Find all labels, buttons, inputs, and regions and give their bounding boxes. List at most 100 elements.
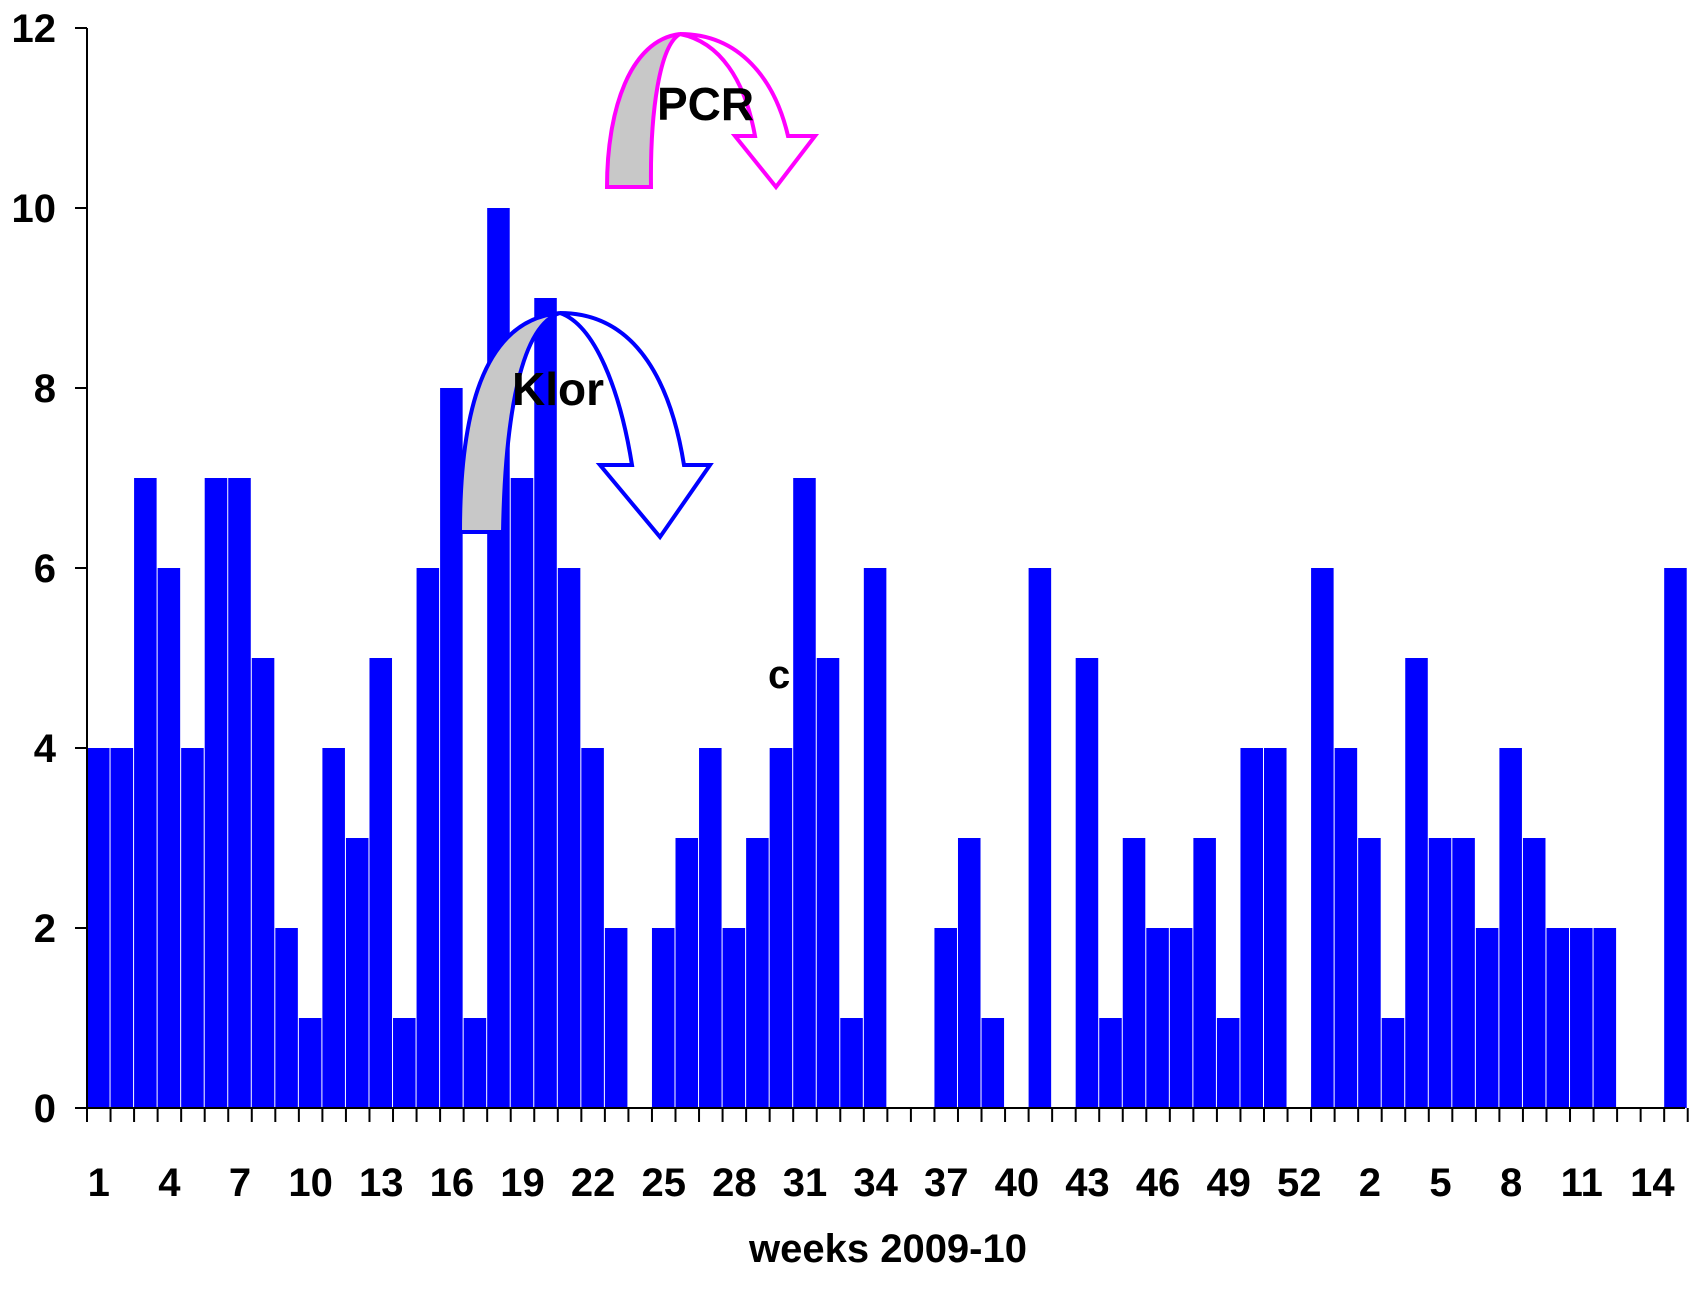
y-tick-label: 8 <box>34 367 56 411</box>
x-tick-label: 13 <box>359 1161 404 1205</box>
bar-week-4-3 <box>157 568 181 1108</box>
x-tick-label: 5 <box>1429 1161 1451 1205</box>
bar-week-8-59 <box>1475 928 1499 1108</box>
bar-week-46-45 <box>1146 928 1169 1108</box>
klor-label: Klor <box>512 363 604 415</box>
x-tick-label: 31 <box>783 1161 828 1205</box>
y-tick-label: 12 <box>12 7 57 51</box>
bar-week-51-50 <box>1264 748 1287 1108</box>
bar-week-10-61 <box>1522 838 1546 1108</box>
bar-week-9-60 <box>1499 748 1522 1108</box>
bar-week-2-1 <box>110 748 134 1108</box>
bar-week-47-46 <box>1169 928 1193 1108</box>
x-tick-label: 7 <box>229 1161 251 1205</box>
klor-arrow-outline <box>559 311 714 541</box>
x-tick-label: 16 <box>430 1161 475 1205</box>
x-tick-label: 11 <box>1561 1161 1603 1205</box>
bar-week-37-36 <box>934 928 957 1108</box>
bar-week-32-31 <box>816 658 840 1108</box>
bar-week-15-14 <box>416 568 440 1108</box>
bar-week-4-55 <box>1381 1018 1405 1108</box>
bar-week-19-18 <box>510 478 534 1108</box>
bar-week-20-19 <box>534 298 557 1108</box>
bar-week-23-22 <box>604 928 628 1108</box>
x-tick-label: 19 <box>500 1161 545 1205</box>
x-tick-label: 46 <box>1136 1161 1181 1205</box>
x-tick-label: 14 <box>1630 1161 1675 1205</box>
bar-week-5-56 <box>1405 658 1428 1108</box>
bar-week-5-4 <box>181 748 204 1108</box>
bar-series <box>87 208 1687 1108</box>
bar-week-16-15 <box>440 388 463 1108</box>
bar-week-7-6 <box>228 478 251 1108</box>
bar-week-12-63 <box>1570 928 1593 1108</box>
bar-week-44-43 <box>1099 1018 1122 1108</box>
x-tick-label: 8 <box>1500 1161 1522 1205</box>
y-tick-label: 4 <box>34 727 57 771</box>
bar-week-9-8 <box>275 928 298 1108</box>
klor-arrow: Klor <box>457 311 714 541</box>
bar-week-22-21 <box>581 748 604 1108</box>
bar-week-25-24 <box>651 928 675 1108</box>
klor-arrow-shaft <box>457 311 561 534</box>
y-tick-label: 2 <box>34 907 56 951</box>
bar-week-43-42 <box>1075 658 1099 1108</box>
bar-week-3-54 <box>1358 838 1381 1108</box>
x-tick-label: 49 <box>1206 1161 1251 1205</box>
bar-week-27-26 <box>699 748 722 1108</box>
bar-week-50-49 <box>1240 748 1263 1108</box>
x-tick-label: 40 <box>995 1161 1040 1205</box>
bar-week-2-53 <box>1334 748 1358 1108</box>
y-axis-ticks: 0 2 4 6 8 10 12 <box>12 7 87 1131</box>
bar-week-8-7 <box>251 658 275 1108</box>
axes <box>86 28 1689 1122</box>
x-tick-label: 43 <box>1065 1161 1110 1205</box>
bar-week-undefined-67 <box>1664 568 1687 1108</box>
pcr-arrow-shaft <box>604 32 682 189</box>
pcr-label: PCR <box>657 78 754 130</box>
bar-week-17-16 <box>463 1018 487 1108</box>
x-tick-label: 25 <box>641 1161 686 1205</box>
bar-week-6-57 <box>1428 838 1452 1108</box>
bar-week-41-40 <box>1028 568 1052 1108</box>
bar-week-1-52 <box>1311 568 1334 1108</box>
y-tick-label: 0 <box>34 1087 56 1131</box>
bar-week-21-20 <box>557 568 581 1108</box>
bar-week-28-27 <box>722 928 746 1108</box>
bar-week-45-44 <box>1122 838 1146 1108</box>
x-tick-label: 34 <box>853 1161 898 1205</box>
x-tick-label: 4 <box>158 1161 181 1205</box>
annotation-c: c <box>768 653 790 697</box>
bar-week-7-58 <box>1452 838 1475 1108</box>
bar-week-33-32 <box>840 1018 863 1108</box>
x-tick-label: 28 <box>712 1161 757 1205</box>
bar-week-6-5 <box>204 478 228 1108</box>
x-axis-ticks: 1 4 7 10 13 16 19 22 25 28 31 34 37 40 43 46 49 52 2 5 8 11 14 <box>88 1161 1676 1205</box>
bar-week-34-33 <box>863 568 887 1108</box>
pcr-arrow-outline <box>679 32 820 191</box>
bar-week-13-64 <box>1593 928 1617 1108</box>
pcr-arrow: PCR <box>604 32 820 191</box>
bar-week-13-12 <box>369 658 393 1108</box>
bar-week-31-30 <box>793 478 816 1108</box>
bar-week-26-25 <box>675 838 699 1108</box>
x-tick-label: 52 <box>1277 1161 1322 1205</box>
bar-week-38-37 <box>957 838 981 1108</box>
bar-week-1-0 <box>87 748 110 1108</box>
bar-week-29-28 <box>746 838 769 1108</box>
y-tick-label: 10 <box>12 187 57 231</box>
bar-week-49-48 <box>1216 1018 1240 1108</box>
bar-week-11-10 <box>322 748 345 1108</box>
bar-week-14-13 <box>393 1018 416 1108</box>
x-axis-title: weeks 2009-10 <box>748 1227 1027 1271</box>
x-tick-label: 10 <box>288 1161 333 1205</box>
x-tick-label: 37 <box>924 1161 969 1205</box>
bar-week-10-9 <box>298 1018 322 1108</box>
x-tick-label: 22 <box>571 1161 616 1205</box>
x-tick-label: 2 <box>1359 1161 1381 1205</box>
bar-week-48-47 <box>1193 838 1216 1108</box>
bar-week-12-11 <box>345 838 369 1108</box>
bar-week-30-29 <box>769 748 793 1108</box>
bar-week-3-2 <box>134 478 157 1108</box>
